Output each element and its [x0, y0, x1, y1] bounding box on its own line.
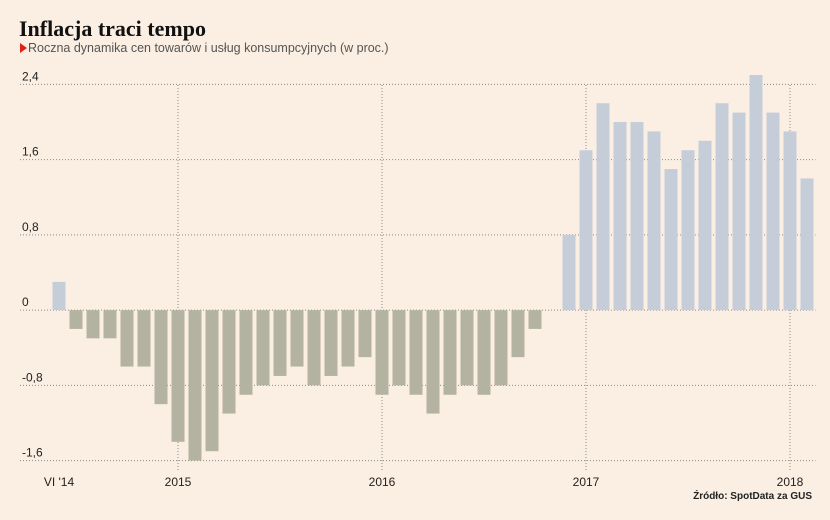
- bar: [511, 310, 525, 358]
- x-tick-label: 2017: [573, 475, 600, 489]
- bar: [477, 310, 491, 395]
- bar: [120, 310, 134, 367]
- bar: [358, 310, 372, 358]
- y-tick-label: 1,6: [22, 145, 39, 159]
- chart-subtitle: Roczna dynamika cen towarów i usług kons…: [28, 41, 389, 55]
- chart-title: Inflacja traci tempo: [19, 16, 206, 41]
- y-tick-label: 2,4: [22, 69, 39, 83]
- bar: [766, 112, 780, 311]
- bar: [800, 178, 814, 311]
- x-tick-label: VI '14: [44, 475, 75, 489]
- bar: [647, 131, 661, 311]
- subtitle-marker: [20, 43, 27, 53]
- bar: [528, 310, 542, 329]
- bar: [86, 310, 100, 339]
- x-tick-label: 2018: [777, 475, 804, 489]
- bar: [715, 103, 729, 311]
- bar: [494, 310, 508, 386]
- bar: [290, 310, 304, 367]
- bar: [137, 310, 151, 367]
- bar: [239, 310, 253, 395]
- bar: [52, 281, 66, 311]
- bar: [579, 150, 593, 311]
- bar: [681, 150, 695, 311]
- bar: [256, 310, 270, 386]
- source: Źródło: SpotData za GUS: [693, 489, 812, 502]
- bar: [630, 122, 644, 311]
- bar: [154, 310, 168, 405]
- bar: [375, 310, 389, 395]
- bar: [307, 310, 321, 386]
- bar: [460, 310, 474, 386]
- bar: [392, 310, 406, 386]
- bar: [664, 169, 678, 311]
- bar: [443, 310, 457, 395]
- y-tick-label: 0,8: [22, 220, 39, 234]
- bar: [205, 310, 219, 452]
- x-tick-label: 2015: [165, 475, 192, 489]
- bar: [324, 310, 338, 376]
- bar: [698, 140, 712, 311]
- bar: [749, 75, 763, 311]
- bar: [69, 310, 83, 329]
- bar: [562, 234, 576, 311]
- bar: [103, 310, 117, 339]
- bar: [613, 122, 627, 311]
- bar: [783, 131, 797, 311]
- x-tick-label: 2016: [369, 475, 396, 489]
- bar: [188, 310, 202, 461]
- bar: [273, 310, 287, 376]
- bar: [341, 310, 355, 367]
- y-tick-label: -0,8: [22, 370, 43, 384]
- bar: [222, 310, 236, 414]
- bar: [426, 310, 440, 414]
- bar: [409, 310, 423, 395]
- y-tick-label: -1,6: [22, 446, 43, 460]
- bar: [732, 112, 746, 311]
- bar: [596, 103, 610, 311]
- y-tick-label: 0: [22, 295, 29, 309]
- bar: [171, 310, 185, 442]
